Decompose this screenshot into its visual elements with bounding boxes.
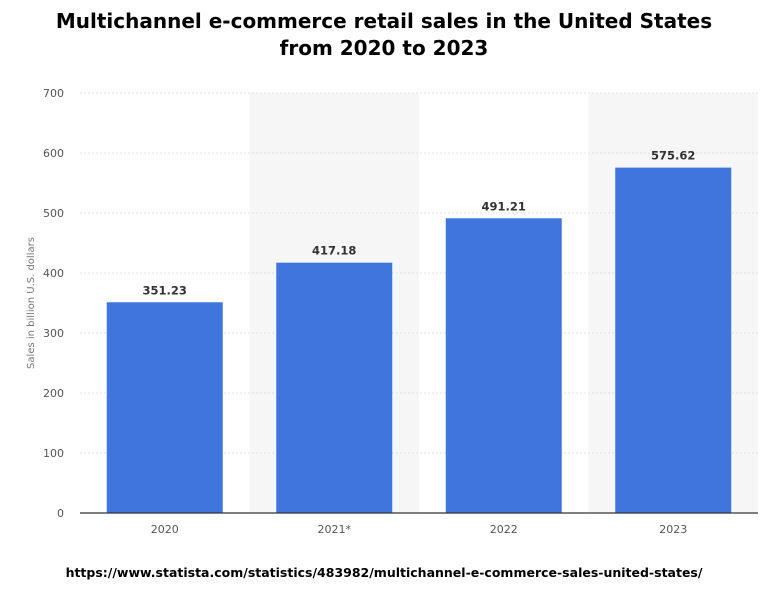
data-label: 417.18: [312, 244, 356, 258]
x-tick-label: 2021*: [318, 523, 352, 536]
chart-title-line-2: from 2020 to 2023: [279, 36, 489, 60]
source-link[interactable]: https://www.statista.com/statistics/4839…: [65, 565, 703, 580]
y-tick-label: 300: [43, 327, 64, 340]
data-label: 575.62: [651, 149, 695, 163]
y-tick-label: 200: [43, 387, 64, 400]
y-tick-label: 600: [43, 147, 64, 160]
x-tick-label: 2020: [151, 523, 179, 536]
y-tick-label: 700: [43, 87, 64, 100]
data-label: 351.23: [143, 283, 187, 297]
bar: [276, 262, 393, 513]
y-tick-label: 400: [43, 267, 64, 280]
x-tick-label: 2023: [659, 523, 687, 536]
bar-chart: 0 100 200 300 400 500 600 700 Sales in billion U…: [26, 87, 758, 536]
y-axis-label: Sales in billion U.S. dollars: [26, 237, 37, 369]
bar: [615, 167, 732, 514]
bar: [445, 218, 562, 514]
bar: [106, 302, 223, 513]
chart-title-line-1: Multichannel e-commerce retail sales in …: [55, 9, 713, 33]
y-tick-label: 500: [43, 207, 64, 220]
chart-title: Multichannel e-commerce retail sales in …: [0, 8, 768, 62]
y-tick-label: 0: [57, 507, 64, 520]
x-tick-label: 2022: [490, 523, 518, 536]
data-label: 491.21: [482, 199, 526, 213]
y-tick-label: 100: [43, 447, 64, 460]
